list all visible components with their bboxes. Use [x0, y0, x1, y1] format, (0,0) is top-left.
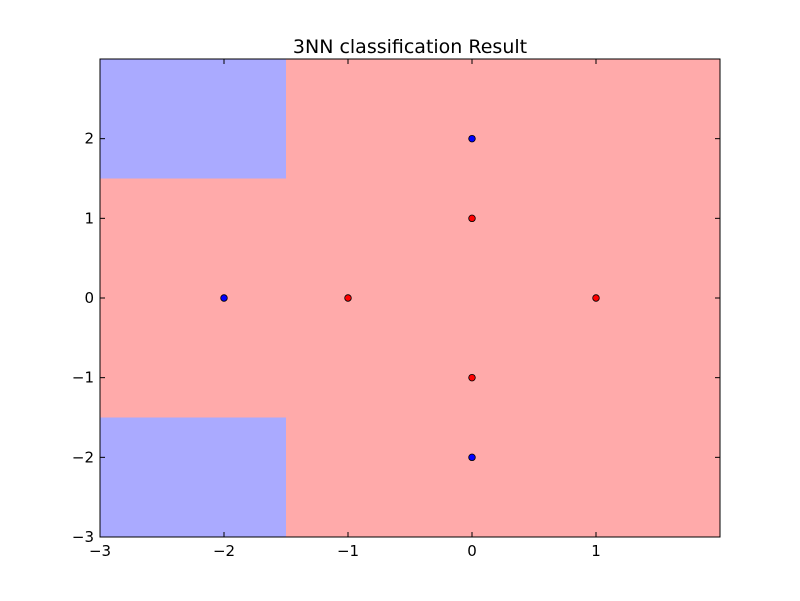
x-tick-label-3: 0	[467, 542, 477, 560]
x-tick-label-2: −1	[337, 542, 359, 560]
region-blue-0	[100, 59, 286, 179]
x-tick-label-0: −3	[89, 542, 111, 560]
data-point-4	[592, 294, 600, 302]
y-tick-label-1: −2	[72, 448, 94, 466]
data-point-2	[220, 294, 228, 302]
plot-frame	[99, 58, 721, 538]
chart-title: 3NN classification Result	[293, 36, 527, 58]
y-tick-label-3: 0	[84, 289, 94, 307]
data-point-1	[468, 214, 476, 223]
y-tick-label-5: 2	[84, 130, 94, 148]
data-point-6	[468, 453, 476, 462]
region-blue-1	[100, 417, 286, 537]
x-tick-label-1: −2	[213, 542, 235, 560]
y-tick-label-4: 1	[84, 209, 94, 227]
data-point-3	[344, 294, 352, 302]
data-point-5	[468, 373, 476, 382]
decision-regions	[100, 59, 720, 537]
axis-ticks: −3 −2 −1 0 1 −3 −2 −1 0 1 2	[72, 59, 720, 560]
data-point-0	[468, 134, 476, 143]
y-tick-label-0: −3	[72, 528, 94, 546]
x-tick-label-4: 1	[591, 542, 601, 560]
data-points	[220, 134, 600, 462]
y-tick-label-2: −1	[72, 369, 94, 387]
